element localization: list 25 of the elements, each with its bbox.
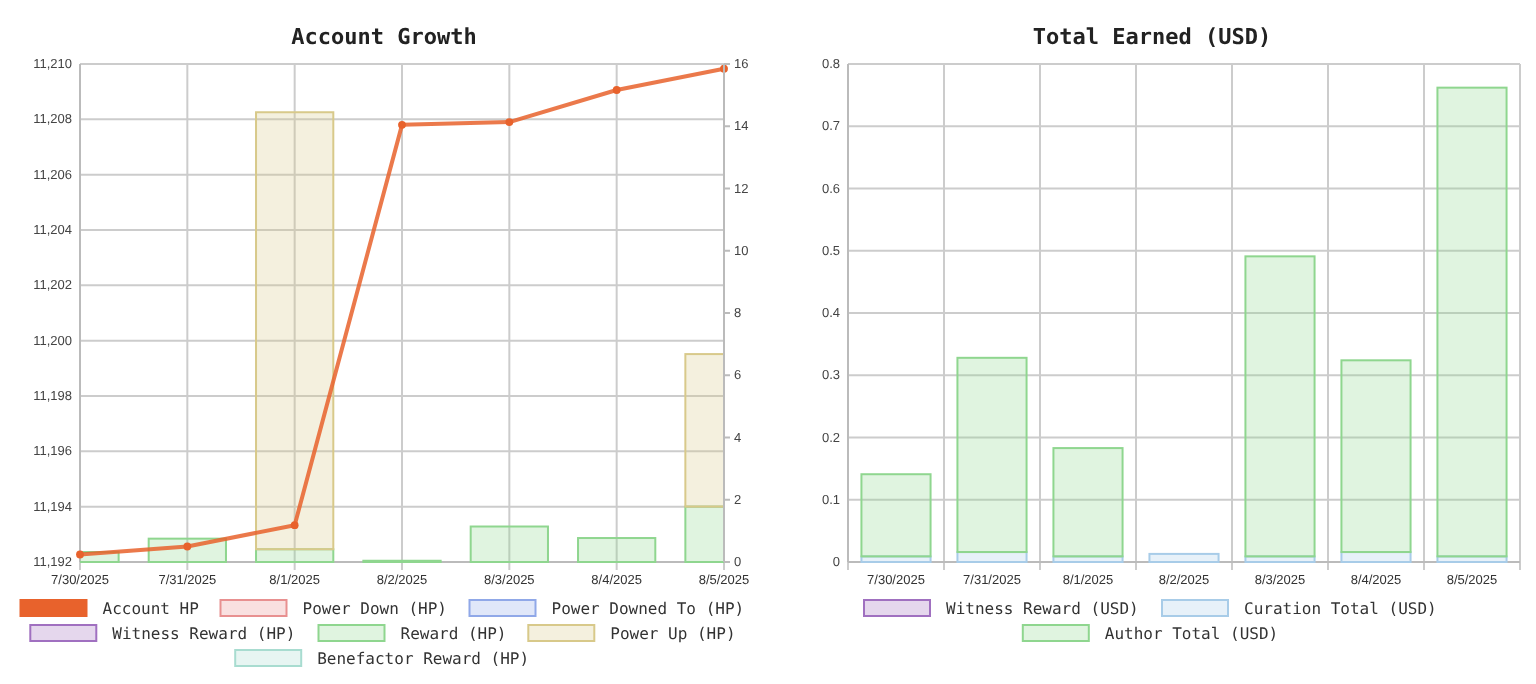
legend-label: Author Total (USD) <box>1104 625 1279 643</box>
legend-label: Power Downed To (HP) <box>551 600 745 618</box>
bar <box>956 356 1028 554</box>
point <box>505 118 514 126</box>
legend-label: Benefactor Reward (HP) <box>317 650 530 668</box>
legend-label: Power Down (HP) <box>302 600 447 618</box>
point <box>612 86 621 94</box>
chart-title: Total Earned (USD) <box>1032 24 1272 50</box>
bar <box>1340 359 1412 554</box>
legend-label: Reward (HP) <box>400 625 507 643</box>
point <box>398 120 406 129</box>
bar <box>1436 86 1508 558</box>
point <box>290 521 299 530</box>
legend-label: Power Up (HP) <box>610 625 736 643</box>
bar <box>860 473 932 558</box>
point <box>76 550 84 559</box>
legend-label: Witness Reward (USD) <box>946 600 1139 618</box>
legend-label: Witness Reward (HP) <box>112 625 296 643</box>
legend-label: Account HP <box>102 600 200 618</box>
bar <box>1244 255 1316 558</box>
bar <box>1052 447 1124 558</box>
point <box>183 542 192 551</box>
bar <box>1148 552 1220 563</box>
chart-title: Account Growth <box>291 24 477 50</box>
legend-label: Curation Total (USD) <box>1244 600 1437 618</box>
